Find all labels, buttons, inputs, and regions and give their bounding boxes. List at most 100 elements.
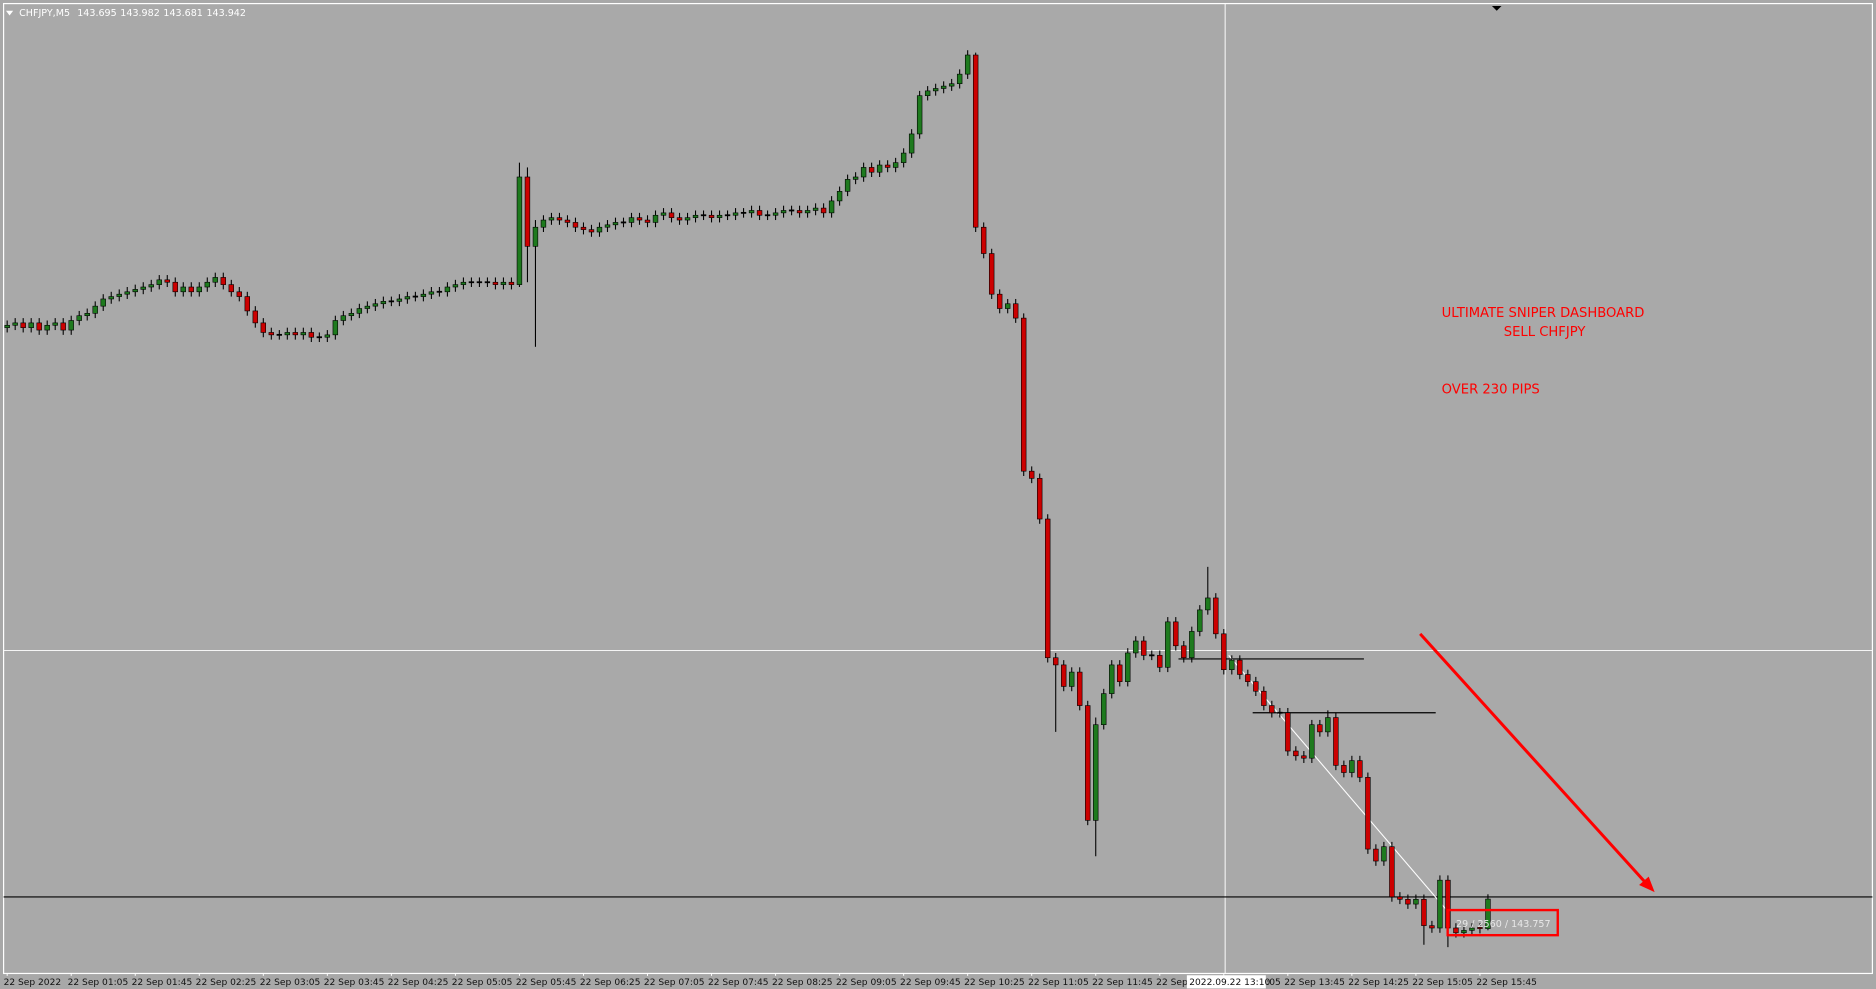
candle-body [28,322,34,328]
candle-body [1117,664,1123,682]
candle-body [628,217,635,223]
candle-body [180,286,186,293]
candle-body [1237,659,1243,675]
candle-body [556,217,563,221]
candle-body [612,222,619,226]
x-tick-label: 22 Sep 03:45 [324,978,385,988]
candle-body [524,176,531,247]
candle-body [148,284,154,288]
candle-body [660,212,667,216]
candle-body [1181,645,1187,659]
candle-body [84,313,90,317]
candle-body [1421,899,1427,926]
header-high: 143.982 [120,8,159,19]
candle-body [1453,927,1459,934]
shift-marker [1491,5,1502,11]
candle-body [380,301,387,305]
candle-body [36,322,42,331]
candle-body [372,303,379,307]
candle-body [388,300,395,303]
candle-body [964,54,971,75]
candle-body [1157,655,1163,668]
candle-body [204,281,210,288]
candle-body [564,219,571,223]
candle-body [652,214,659,223]
candle-body [996,293,1003,309]
candle-body [932,88,939,92]
candle-body [740,211,747,214]
candle-body [260,322,267,333]
candle-body [508,281,515,285]
info-box [1446,908,1559,937]
candle-body [668,212,675,218]
candle-body [636,217,643,221]
chart-header: CHFJPY,M5 143.695 143.982 143.681 143.942 [19,8,246,19]
candle-body [948,83,955,87]
candle-body [396,298,403,302]
candle-body [748,210,755,214]
x-tick-label: 22 Sep 07:05 [644,978,705,988]
annotation: OVER 230 PIPS [1442,382,1540,397]
candle-body [332,320,339,336]
candle-body [796,210,803,214]
x-tick-label: 22 Sep 07:45 [708,978,769,988]
candle-body [860,167,867,178]
x-tick-label: 22 Sep 14:25 [1348,978,1409,988]
candle-body [588,229,595,233]
candle-body [540,219,547,228]
x-tick-label: 22 Sep 15:05 [1412,978,1473,988]
candle-body [1261,690,1267,706]
candle-body [308,332,315,338]
candle-body [1461,930,1467,934]
header-low: 143.681 [163,8,202,19]
x-tick-label: 22 Sep 13:45 [1284,978,1345,988]
candle-body [220,277,226,285]
candle-body [980,226,987,254]
candle-body [764,214,771,217]
candle-body [812,207,819,211]
x-tick-label: 22 Sep 06:25 [580,978,641,988]
crosshair-time: 2022.09.22 13:10 [1189,978,1270,988]
candle-body [116,293,122,297]
candle-body [916,95,923,135]
candle-body [1037,478,1043,520]
candle-body [436,290,443,293]
candle-body [244,296,250,312]
x-tick-label: 22 Sep 15:45 [1476,978,1537,988]
candle-body [1365,777,1371,850]
candle-body [1485,898,1491,929]
candle-body [988,253,995,295]
time-axis: 22 Sep 2022 22 Sep 01:05 22 Sep 01:45 22 Se… [4,973,1537,988]
candle-body [1285,712,1291,752]
candle-body [276,333,283,336]
candle-body [1349,760,1355,773]
x-tick-label: 22 Sep 03:05 [260,978,321,988]
candle-body [12,322,18,326]
candle-body [1029,470,1035,479]
candle-body [1381,846,1387,862]
x-tick-label: 22 Sep 12:25 [1156,978,1217,988]
header-close: 143.942 [206,8,245,19]
menu-arrow[interactable] [5,10,14,16]
candle-body [1069,671,1075,687]
candle-body [1229,659,1235,670]
candle-body [852,176,859,180]
candle-body [1213,597,1219,635]
x-tick-label: 22 Sep 09:45 [900,978,961,988]
candle-body [492,281,499,285]
candle-body [1357,760,1363,778]
candle-body [468,281,475,284]
candle-body [108,296,114,300]
candle-body [188,286,194,293]
candle-body [1413,899,1419,905]
x-tick-label: 22 Sep 2022 [4,978,62,988]
candle-body [876,164,883,173]
symbol: CHFJPY,M5 [19,8,70,19]
x-tick-label: 22 Sep 05:05 [452,978,513,988]
x-tick-label: 22 Sep 08:25 [772,978,833,988]
candle-body [1205,597,1211,611]
candle-body [1189,631,1195,659]
candle-body [836,191,843,202]
